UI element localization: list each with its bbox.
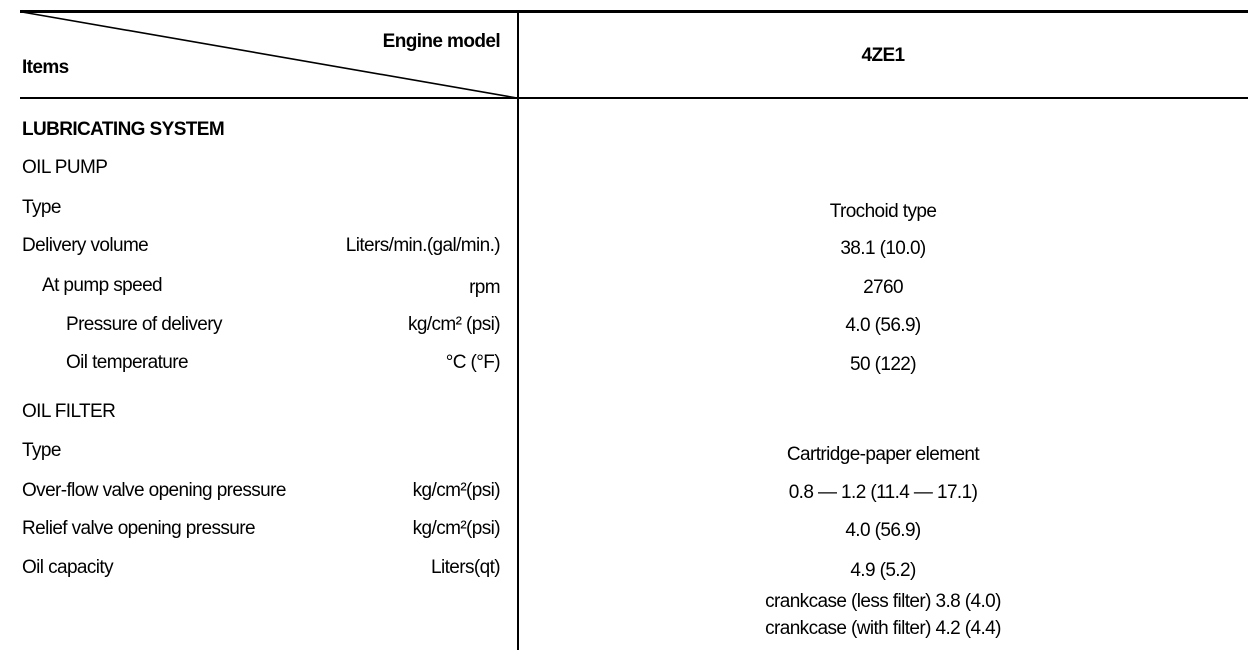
row-value: 4.0 (56.9) [845, 315, 921, 336]
column-divider [517, 10, 519, 650]
row-label: Over-flow valve opening pressure [22, 480, 286, 501]
row-unit: kg/cm²(psi) [412, 518, 501, 539]
row-value: 4.9 (5.2) [850, 560, 916, 581]
row-label: Delivery volume [22, 235, 149, 256]
engine-model-header: Engine model [382, 31, 501, 52]
row-label: At pump speed [42, 275, 163, 296]
row-label: OIL PUMP [22, 157, 108, 178]
row-unit: °C (°F) [445, 352, 501, 373]
row-value: 2760 [863, 277, 903, 298]
header-diagonal [21, 11, 518, 99]
row-unit: kg/cm² (psi) [407, 314, 501, 335]
oil-capacity-note: crankcase (less filter) 3.8 (4.0) [765, 591, 1001, 612]
row-unit: Liters(qt) [431, 557, 501, 578]
row-label: Type [22, 440, 61, 461]
items-header: Items [22, 57, 69, 78]
header-bottom-rule [20, 97, 1248, 99]
oil-capacity-note: crankcase (with filter) 4.2 (4.4) [765, 618, 1001, 639]
row-label: Pressure of delivery [66, 314, 223, 335]
row-value: 38.1 (10.0) [840, 238, 926, 259]
model-header: 4ZE1 [861, 45, 905, 66]
section-title: LUBRICATING SYSTEM [22, 119, 225, 140]
row-label: Oil capacity [22, 557, 114, 578]
row-unit: kg/cm²(psi) [412, 480, 501, 501]
row-label: Type [22, 197, 61, 218]
row-unit: Liters/min.(gal/min.) [345, 235, 501, 256]
row-value: 4.0 (56.9) [845, 520, 921, 541]
row-label: Relief valve opening pressure [22, 518, 256, 539]
row-value: Cartridge-paper element [786, 444, 980, 465]
row-label: Oil temperature [66, 352, 189, 373]
top-rule [20, 10, 1248, 13]
row-label: OIL FILTER [22, 401, 116, 422]
row-value: 50 (122) [850, 354, 917, 375]
row-value: 0.8 — 1.2 (11.4 — 17.1) [788, 482, 978, 503]
row-unit: rpm [469, 277, 501, 298]
row-value: Trochoid type [829, 201, 937, 222]
